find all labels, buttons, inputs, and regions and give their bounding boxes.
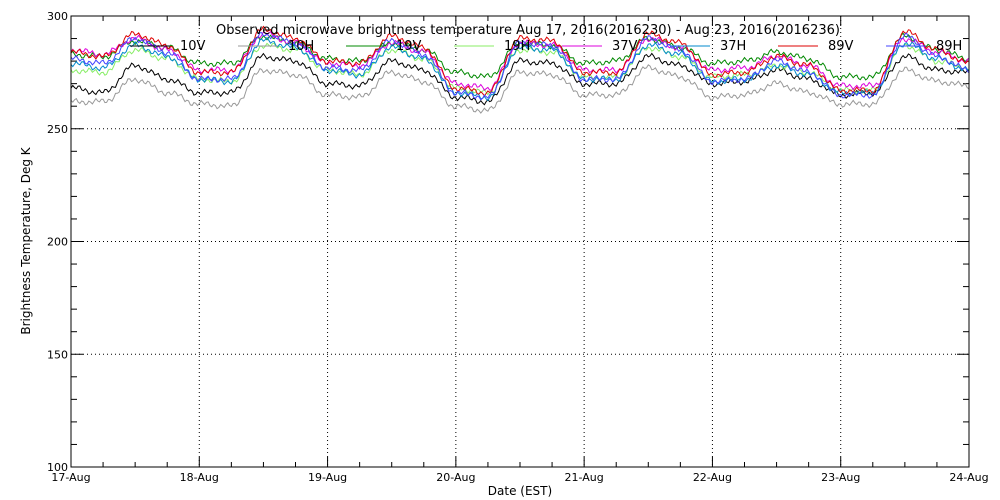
series-line-10v xyxy=(70,52,970,106)
legend-label-10v: 10V xyxy=(180,39,206,54)
y-tick-label: 300 xyxy=(47,10,68,23)
legend-label-89h: 89H xyxy=(936,39,962,54)
legend-label-19v: 19V xyxy=(396,39,422,54)
y-tick-label: 100 xyxy=(47,461,68,474)
x-tick-label: 21-Aug xyxy=(565,471,604,484)
y-tick-label: 200 xyxy=(47,236,68,249)
series-layer xyxy=(70,25,970,114)
x-tick-label: 18-Aug xyxy=(180,471,219,484)
series-line-89h xyxy=(70,32,970,101)
x-tick-label: 20-Aug xyxy=(436,471,475,484)
y-axis-title: Brightness Temperature, Deg K xyxy=(19,146,33,334)
y-tick-label: 150 xyxy=(47,348,68,361)
series-line-89v xyxy=(70,25,970,97)
legend-label-37v: 37V xyxy=(612,39,638,54)
x-tick-label: 17-Aug xyxy=(51,471,90,484)
grid xyxy=(71,16,969,467)
x-tick-label: 23-Aug xyxy=(821,471,860,484)
legend: 10V 10H 19V 19H 37V 37H 89V 89H xyxy=(130,39,962,54)
chart-title: Observed microwave brightness temperatur… xyxy=(216,23,840,38)
legend-label-19h: 19H xyxy=(504,39,530,54)
x-tick-label: 19-Aug xyxy=(308,471,347,484)
x-axis-title: Date (EST) xyxy=(488,484,552,498)
x-tick-label: 24-Aug xyxy=(949,471,988,484)
x-tick-label: 22-Aug xyxy=(693,471,732,484)
y-tick-label: 250 xyxy=(47,123,68,136)
plot-frame xyxy=(70,15,970,468)
legend-label-89v: 89V xyxy=(828,39,854,54)
y-tick-labels: 100 150 200 250 300 xyxy=(47,10,68,474)
legend-label-10h: 10H xyxy=(288,39,314,54)
series-line-37v xyxy=(70,30,970,91)
x-tick-labels: 17-Aug 18-Aug 19-Aug 20-Aug 21-Aug 22-Aug 23-A… xyxy=(51,471,988,484)
series-line-10h xyxy=(70,64,970,114)
legend-label-37h: 37H xyxy=(720,39,746,54)
